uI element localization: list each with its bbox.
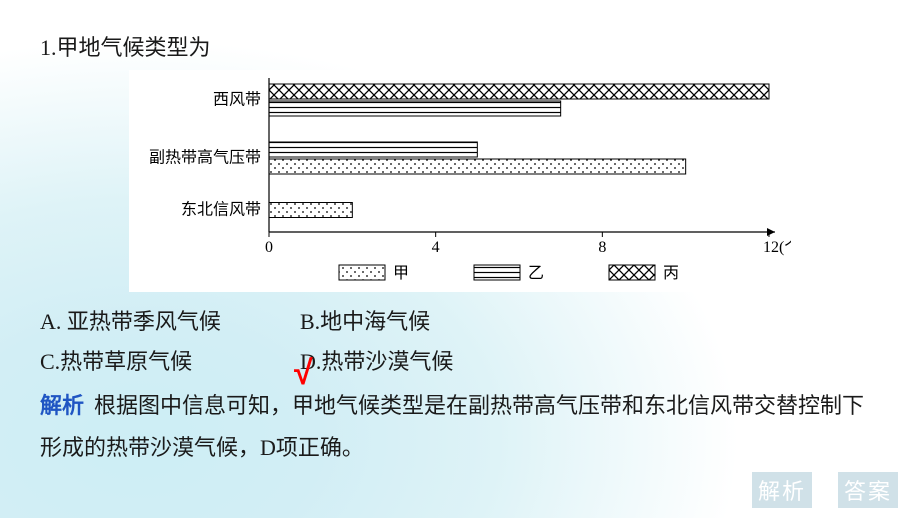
analysis-text: 根据图中信息可知，甲地气候类型是在副热带高气压带和东北信风带交替控制下形成的热带… — [40, 393, 864, 460]
svg-text:东北信风带: 东北信风带 — [181, 201, 261, 219]
svg-text:乙: 乙 — [528, 265, 544, 282]
svg-text:12(个月): 12(个月) — [763, 238, 791, 256]
options-block: A. 亚热带季风气候 B.地中海气候 C.热带草原气候 D.热带沙漠气候 √ — [40, 302, 880, 381]
svg-text:0: 0 — [265, 239, 273, 256]
option-b: B.地中海气候 — [300, 302, 430, 342]
svg-text:甲: 甲 — [393, 265, 409, 282]
svg-text:4: 4 — [432, 239, 440, 256]
chart-container: 西风带副热带高气压带东北信风带 0 4 8 12(个月) 甲 乙 丙 — [129, 70, 791, 292]
option-a: A. 亚热带季风气候 — [40, 302, 300, 342]
question-title: 1.甲地气候类型为 — [40, 30, 880, 62]
slide-content: 1.甲地气候类型为 西风带副热带高气压带东北信风带 0 4 8 12(个月) 甲 乙 丙 A.… — [0, 0, 920, 469]
analysis-block: 解析根据图中信息可知，甲地气候类型是在副热带高气压带和东北信风带交替控制下形成的… — [40, 385, 880, 469]
bar-chart: 西风带副热带高气压带东北信风带 0 4 8 12(个月) 甲 乙 丙 — [129, 70, 791, 286]
analysis-label: 解析 — [40, 393, 84, 418]
svg-text:西风带: 西风带 — [213, 91, 261, 109]
option-d-text: D.热带沙漠气候 — [300, 349, 453, 374]
footer-buttons: 解析 答案 — [752, 472, 898, 508]
option-d: D.热带沙漠气候 √ — [300, 342, 453, 382]
svg-text:8: 8 — [598, 239, 606, 256]
correct-tick-icon: √ — [294, 356, 313, 390]
analysis-button[interactable]: 解析 — [752, 472, 812, 508]
answer-button[interactable]: 答案 — [838, 472, 898, 508]
svg-text:丙: 丙 — [663, 265, 679, 282]
option-c: C.热带草原气候 — [40, 342, 300, 382]
svg-text:副热带高气压带: 副热带高气压带 — [149, 149, 261, 167]
